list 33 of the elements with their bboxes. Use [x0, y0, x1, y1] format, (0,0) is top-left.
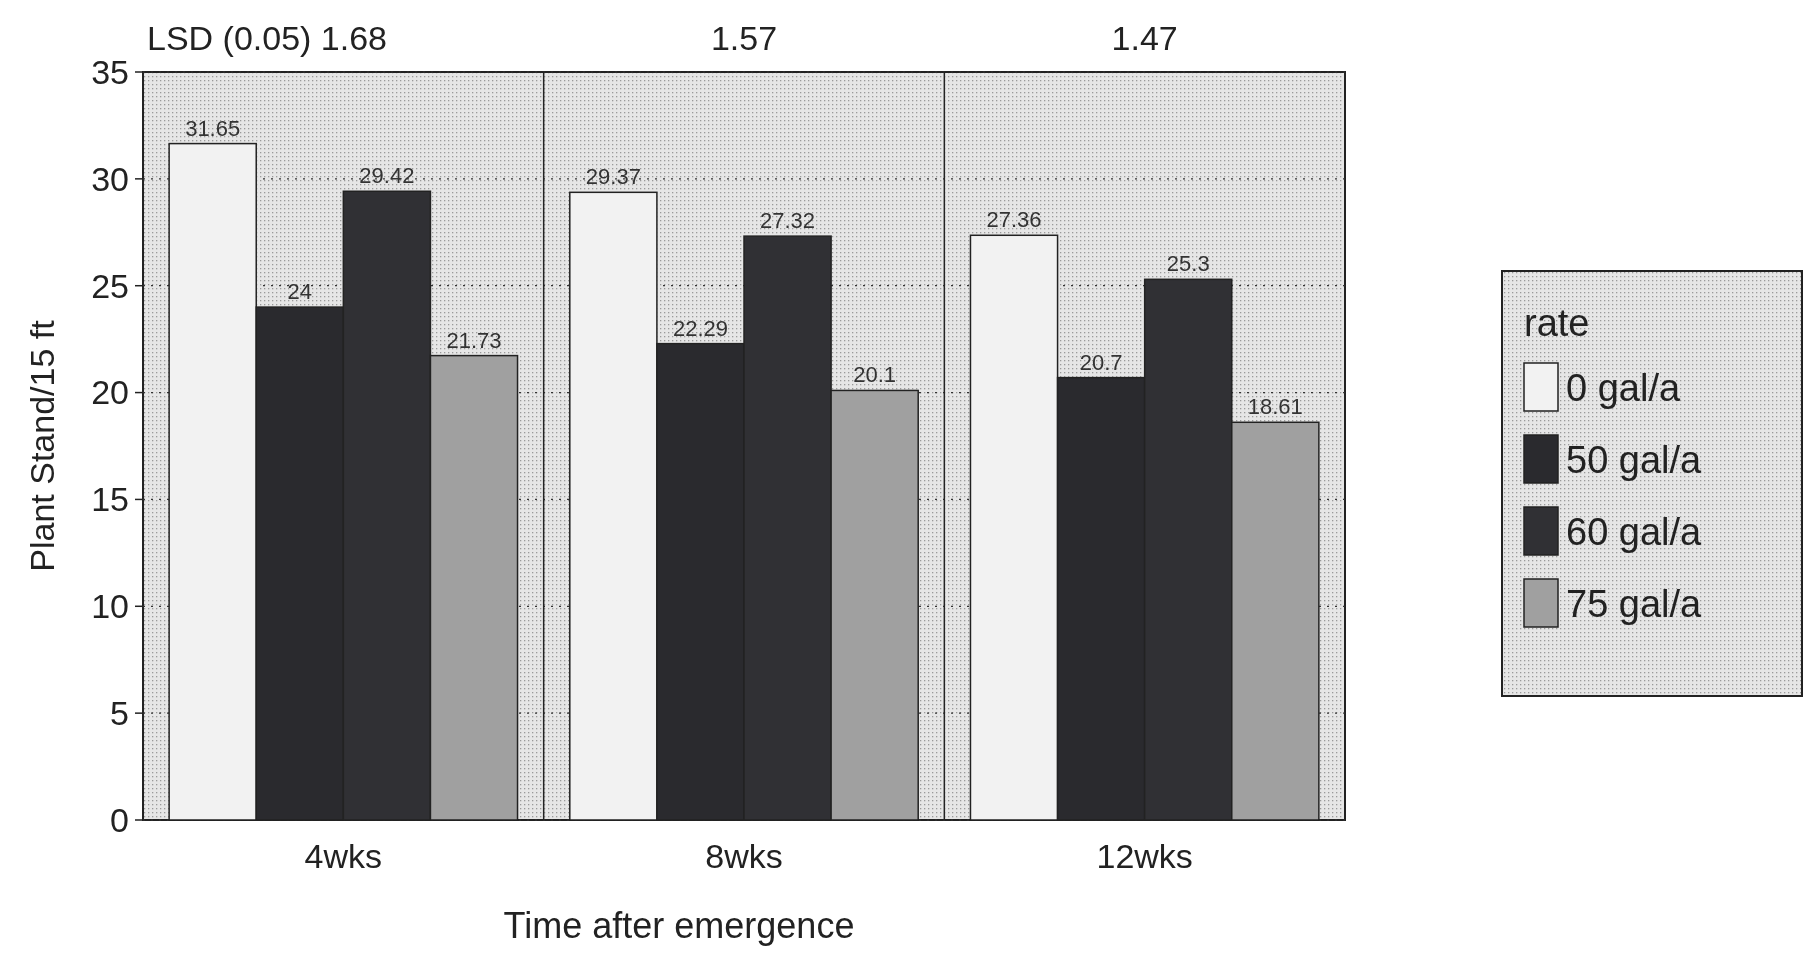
- x-axis-title: Time after emergence: [503, 905, 855, 946]
- data-label: 27.36: [986, 207, 1042, 233]
- y-tick-label: 20: [91, 373, 129, 412]
- data-label: 20.7: [1079, 349, 1123, 375]
- text: LSD (0.05) 1.68: [147, 19, 388, 57]
- legend-label: 50 gal/a: [1566, 439, 1703, 481]
- data-label: 22.29: [672, 315, 728, 341]
- y-tick-label: 10: [91, 587, 129, 626]
- data-label: 31.65: [185, 115, 241, 141]
- y-tick-label: 25: [91, 266, 129, 305]
- legend-label: 75 gal/a: [1566, 583, 1703, 625]
- legend-title: rate: [1524, 302, 1590, 344]
- data-label: 24: [287, 279, 313, 305]
- data-label: 29.42: [359, 163, 415, 189]
- y-tick-label: 5: [110, 694, 129, 733]
- data-label: 25.3: [1166, 251, 1210, 277]
- legend-label: 0 gal/a: [1566, 367, 1681, 409]
- y-tick-label: 30: [91, 159, 129, 198]
- data-label: 29.37: [585, 164, 641, 190]
- data-label: 18.61: [1247, 394, 1303, 420]
- legend-label: 60 gal/a: [1566, 511, 1703, 553]
- data-label: 27.32: [760, 208, 816, 234]
- x-tick-label: 12wks: [1096, 837, 1193, 875]
- y-tick-label: 15: [91, 480, 129, 519]
- y-axis-title: Plant Stand/15 ft: [23, 319, 61, 572]
- x-tick-label: 4wks: [304, 837, 383, 875]
- data-label: 21.73: [446, 327, 502, 353]
- y-tick-label: 35: [91, 52, 129, 91]
- data-label: 20.1: [853, 362, 897, 388]
- text: 1.47: [1111, 19, 1178, 57]
- text: 1.57: [710, 19, 778, 57]
- x-tick-label: 8wks: [705, 837, 783, 875]
- y-tick-label: 0: [110, 800, 129, 839]
